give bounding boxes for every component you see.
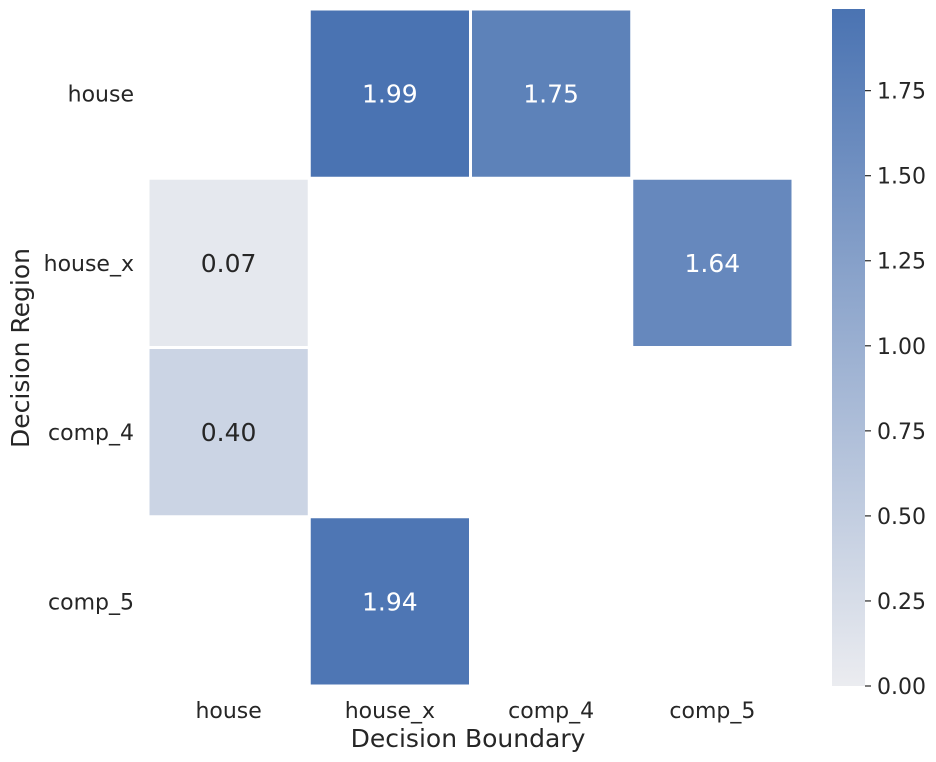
cell-value-label: 1.64 — [685, 249, 741, 278]
heatmap-cell — [149, 349, 308, 516]
colorbar-tick-label: 0.25 — [877, 590, 926, 615]
cell-value-label: 0.40 — [201, 418, 257, 447]
x-axis-label: Decision Boundary — [351, 724, 586, 753]
y-tick-label: house_x — [44, 252, 134, 277]
colorbar — [832, 9, 865, 686]
y-tick-label: house — [68, 83, 134, 108]
x-tick-label: house — [195, 699, 261, 724]
cell-value-label: 0.07 — [201, 249, 257, 278]
heatmap-cell — [310, 10, 469, 177]
heatmap-cell — [633, 179, 792, 346]
colorbar-tick-label: 1.00 — [877, 335, 926, 360]
x-tick-label: comp_5 — [669, 699, 755, 724]
y-tick-labels: house house_x comp_4 comp_5 — [44, 83, 134, 616]
heatmap-cell — [310, 518, 469, 685]
x-tick-label: house_x — [345, 699, 435, 724]
y-tick-label: comp_5 — [48, 590, 134, 615]
x-tick-label: comp_4 — [508, 699, 594, 724]
colorbar-tick-label: 0.00 — [877, 675, 926, 700]
heatmap-cells: 1.99 1.75 0.07 1.64 0.40 1.94 — [149, 10, 792, 685]
heatmap-cell — [149, 179, 308, 346]
colorbar-tick-label: 1.25 — [877, 250, 926, 275]
y-tick-label: comp_4 — [48, 421, 134, 446]
colorbar-tick-label: 1.75 — [877, 80, 926, 105]
colorbar-tick-label: 0.50 — [877, 505, 926, 530]
cell-value-label: 1.94 — [362, 587, 418, 616]
colorbar-tick-label: 1.50 — [877, 165, 926, 190]
colorbar-ticks: 0.00 0.25 0.50 0.75 1.00 1.25 1.50 1.75 — [865, 80, 926, 700]
y-axis-label: Decision Region — [6, 248, 35, 448]
cell-value-label: 1.75 — [523, 80, 579, 109]
cell-value-label: 1.99 — [362, 80, 418, 109]
colorbar-tick-label: 0.75 — [877, 420, 926, 445]
x-tick-labels: house house_x comp_4 comp_5 — [195, 699, 755, 724]
heatmap-cell — [472, 10, 631, 177]
